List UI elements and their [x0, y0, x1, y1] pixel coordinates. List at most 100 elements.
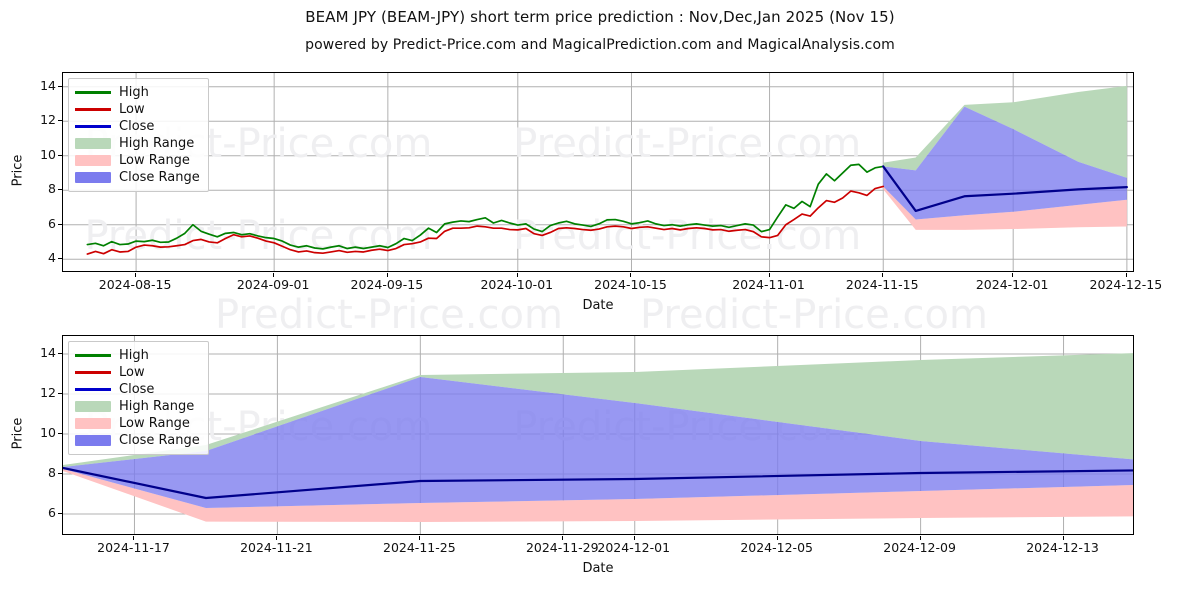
x-axis-tickmark — [1062, 536, 1064, 540]
y-axis-tick: 6 — [48, 215, 56, 231]
legend-swatch-icon — [75, 435, 111, 446]
x-axis-tick: 2024-11-15 — [845, 277, 919, 292]
legend-swatch-icon — [75, 155, 111, 166]
legend-swatch-icon — [75, 371, 111, 374]
legend-item-label: High — [119, 85, 149, 100]
y-axis-tickmark — [58, 120, 62, 122]
x-axis-tick: 2024-10-15 — [594, 277, 667, 292]
legend-item[interactable]: Low Range — [75, 415, 200, 432]
x-axis-tick: 2024-11-01 — [732, 277, 805, 292]
forecast-x-axis-label: Date — [582, 561, 614, 576]
x-axis-tick: 2024-11-25 — [383, 540, 456, 555]
legend-item[interactable]: Low — [75, 364, 200, 381]
legend-item-label: Low Range — [119, 416, 190, 431]
x-axis-tick: 2024-12-01 — [597, 540, 671, 555]
x-axis-tick: 2024-08-15 — [98, 277, 172, 292]
legend-item[interactable]: Low Range — [75, 152, 200, 169]
x-axis-tickmark — [776, 536, 778, 540]
x-axis-tickmark — [630, 273, 632, 277]
x-axis-tick: 2024-10-01 — [480, 277, 554, 292]
legend-item[interactable]: High — [75, 84, 200, 101]
legend-item-label: Low — [119, 102, 145, 117]
y-axis-tick: 4 — [48, 250, 56, 266]
x-axis-tick: 2024-12-09 — [883, 540, 956, 555]
y-axis-tick: 12 — [40, 385, 56, 400]
y-axis-tick: 14 — [40, 345, 56, 360]
legend-swatch-icon — [75, 401, 111, 412]
legend-item-label: Close Range — [119, 170, 200, 185]
y-axis-tickmark — [58, 258, 62, 260]
y-axis-tickmark — [58, 85, 62, 87]
legend-item-label: Close — [119, 382, 155, 397]
x-axis-tickmark — [419, 536, 421, 540]
y-axis-tick: 12 — [40, 112, 56, 128]
legend-item[interactable]: Low — [75, 101, 200, 118]
overview-chart-panel: Price Date Predict-Price.com Predict-Pric… — [0, 60, 1200, 313]
x-axis-tick: 2024-12-13 — [1026, 540, 1099, 555]
overview-plot-svg: Predict-Price.com Predict-Price.comPredic… — [63, 73, 1133, 271]
legend-item-label: High — [119, 348, 149, 363]
x-axis-tick: 2024-12-05 — [740, 540, 813, 555]
forecast-legend: High Low Close High Range Low Range Close Ran… — [68, 341, 209, 455]
x-axis-tickmark — [633, 536, 635, 540]
legend-swatch-icon — [75, 388, 111, 391]
y-axis-tick: 8 — [48, 181, 56, 197]
legend-item-label: Close — [119, 119, 155, 134]
x-axis-tickmark — [1012, 273, 1014, 277]
svg-text:Predict-Price.com: Predict-Price.com — [513, 213, 861, 259]
legend-swatch-icon — [75, 354, 111, 357]
x-axis-tickmark — [276, 536, 278, 540]
legend-item[interactable]: Close Range — [75, 169, 200, 186]
x-axis-tick: 2024-11-21 — [240, 540, 313, 555]
y-axis-tickmark — [58, 223, 62, 225]
x-axis-tick: 2024-11-29 — [525, 540, 599, 555]
legend-item[interactable]: Close — [75, 381, 200, 398]
legend-swatch-icon — [75, 91, 111, 94]
y-axis-tick: 10 — [40, 425, 56, 440]
legend-item[interactable]: Close Range — [75, 432, 200, 449]
legend-item[interactable]: High Range — [75, 135, 200, 152]
page-subtitle: powered by Predict-Price.com and Magical… — [305, 37, 895, 53]
x-axis-tickmark — [135, 273, 137, 277]
legend-item[interactable]: High Range — [75, 398, 200, 415]
legend-item[interactable]: High — [75, 347, 200, 364]
legend-swatch-icon — [75, 172, 111, 183]
x-axis-tickmark — [516, 273, 518, 277]
svg-text:Predict-Price.com: Predict-Price.com — [513, 121, 861, 167]
legend-item-label: Low Range — [119, 153, 190, 168]
x-axis-tick: 2024-12-15 — [1089, 277, 1163, 292]
x-axis-tickmark — [919, 536, 921, 540]
legend-swatch-icon — [75, 418, 111, 429]
x-axis-tick: 2024-09-01 — [236, 277, 310, 292]
legend-item-label: Close Range — [119, 433, 200, 448]
y-axis-tick: 10 — [40, 146, 56, 162]
title-block: BEAM JPY (BEAM-JPY) short term price pre… — [0, 0, 1200, 53]
y-axis-tickmark — [58, 473, 62, 474]
y-axis-tickmark — [58, 154, 62, 156]
overview-y-axis-label: Price — [10, 154, 26, 187]
page-title: BEAM JPY (BEAM-JPY) short term price pre… — [305, 8, 895, 26]
legend-swatch-icon — [75, 138, 111, 149]
y-axis-tickmark — [58, 189, 62, 191]
x-axis-tickmark — [1125, 273, 1127, 277]
legend-swatch-icon — [75, 108, 111, 111]
legend-item-label: High Range — [119, 399, 195, 414]
legend-item-label: Low — [119, 365, 145, 380]
x-axis-tickmark — [882, 273, 884, 277]
x-axis-tickmark — [133, 536, 135, 540]
legend-item-label: High Range — [119, 136, 195, 151]
overview-x-axis-label: Date — [582, 298, 614, 313]
x-axis-tickmark — [562, 536, 564, 540]
legend-item[interactable]: Close — [75, 118, 200, 135]
y-axis-tickmark — [58, 353, 62, 354]
y-axis-tickmark — [58, 393, 62, 394]
overview-legend: High Low Close High Range Low Range Close Ran… — [68, 78, 209, 192]
x-axis-tickmark — [386, 273, 388, 277]
x-axis-tick: 2024-11-17 — [97, 540, 170, 555]
x-axis-tickmark — [768, 273, 770, 277]
y-axis-tick: 14 — [40, 77, 56, 93]
forecast-chart-panel: Price Date Predict-Price.comPredict-Pric… — [0, 325, 1200, 600]
